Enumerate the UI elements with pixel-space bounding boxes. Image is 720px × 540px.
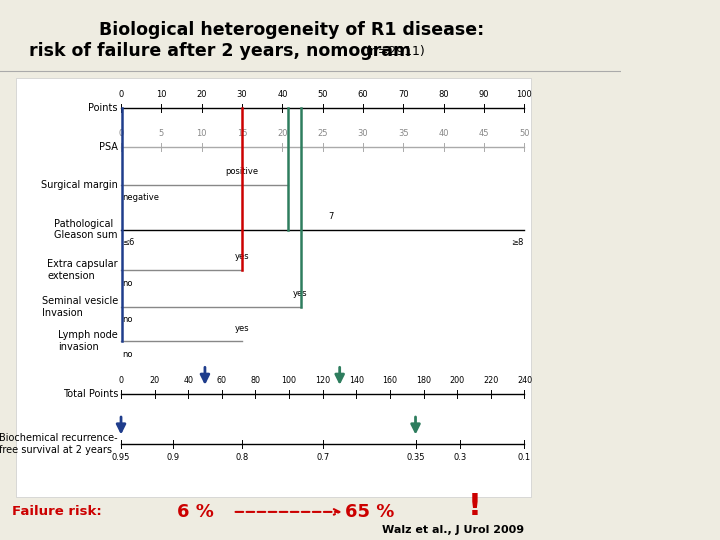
Text: 220: 220: [483, 376, 498, 385]
Text: 80: 80: [251, 376, 261, 385]
Text: 30: 30: [237, 90, 248, 99]
Text: Walz et al., J Urol 2009: Walz et al., J Urol 2009: [382, 525, 524, 535]
Text: negative: negative: [122, 193, 159, 202]
Text: 0.35: 0.35: [406, 453, 425, 462]
Text: 10: 10: [197, 129, 207, 138]
Text: 0.9: 0.9: [167, 453, 180, 462]
Text: Points: Points: [89, 103, 118, 113]
Text: 60: 60: [358, 90, 369, 99]
Text: 160: 160: [382, 376, 397, 385]
Text: Extra capsular
extension: Extra capsular extension: [48, 259, 118, 281]
Text: yes: yes: [235, 252, 249, 261]
Text: 0: 0: [118, 90, 124, 99]
Text: 180: 180: [416, 376, 431, 385]
Text: PSA: PSA: [99, 142, 118, 152]
Text: 20: 20: [197, 90, 207, 99]
Text: 6 %: 6 %: [177, 503, 214, 521]
Text: 50: 50: [318, 90, 328, 99]
Text: ≤6: ≤6: [122, 238, 135, 247]
FancyBboxPatch shape: [16, 78, 531, 497]
Text: 15: 15: [237, 129, 247, 138]
Text: 140: 140: [349, 376, 364, 385]
Text: 0.8: 0.8: [235, 453, 248, 462]
Text: 45: 45: [479, 129, 490, 138]
Text: 0.3: 0.3: [454, 453, 467, 462]
Text: 70: 70: [398, 90, 409, 99]
Text: 10: 10: [156, 90, 166, 99]
Text: 100: 100: [282, 376, 297, 385]
Text: 40: 40: [184, 376, 193, 385]
Text: 60: 60: [217, 376, 227, 385]
Text: yes: yes: [293, 289, 308, 298]
Text: Biological heterogeneity of R1 disease:: Biological heterogeneity of R1 disease:: [99, 21, 485, 39]
Text: Pathological
Gleason sum: Pathological Gleason sum: [55, 219, 118, 240]
Text: !: !: [468, 492, 482, 521]
Text: risk of failure after 2 years, nomogram: risk of failure after 2 years, nomogram: [30, 42, 411, 60]
Text: 0: 0: [118, 129, 124, 138]
Text: 100: 100: [516, 90, 532, 99]
Text: 240: 240: [517, 376, 532, 385]
Text: 80: 80: [438, 90, 449, 99]
Text: no: no: [122, 350, 132, 359]
Text: 50: 50: [519, 129, 530, 138]
Text: 0.1: 0.1: [518, 453, 531, 462]
Text: no: no: [122, 279, 132, 288]
Text: 40: 40: [277, 90, 288, 99]
Text: 20: 20: [277, 129, 288, 138]
Text: 120: 120: [315, 376, 330, 385]
Text: 65 %: 65 %: [345, 503, 394, 521]
Text: 20: 20: [150, 376, 160, 385]
Text: 200: 200: [450, 376, 465, 385]
Text: ≥8: ≥8: [510, 238, 523, 247]
Text: 30: 30: [358, 129, 369, 138]
Text: 35: 35: [398, 129, 409, 138]
Text: (n=2911): (n=2911): [366, 45, 426, 58]
Text: 40: 40: [438, 129, 449, 138]
Text: 25: 25: [318, 129, 328, 138]
Text: 0.95: 0.95: [112, 453, 130, 462]
Text: 90: 90: [479, 90, 490, 99]
Text: Total Points: Total Points: [63, 389, 118, 399]
Text: positive: positive: [225, 167, 258, 176]
Text: 7: 7: [328, 212, 333, 221]
Text: no: no: [122, 315, 132, 325]
Text: Surgical margin: Surgical margin: [41, 180, 118, 190]
Text: 5: 5: [158, 129, 164, 138]
Text: Biochemical recurrence-
free survival at 2 years: Biochemical recurrence- free survival at…: [0, 433, 118, 455]
Text: 0.7: 0.7: [316, 453, 329, 462]
Text: Seminal vesicle
Invasion: Seminal vesicle Invasion: [42, 296, 118, 318]
Text: Failure risk:: Failure risk:: [12, 505, 102, 518]
Text: 0: 0: [119, 376, 124, 385]
Text: yes: yes: [235, 323, 249, 333]
Text: Lymph node
invasion: Lymph node invasion: [58, 330, 118, 352]
